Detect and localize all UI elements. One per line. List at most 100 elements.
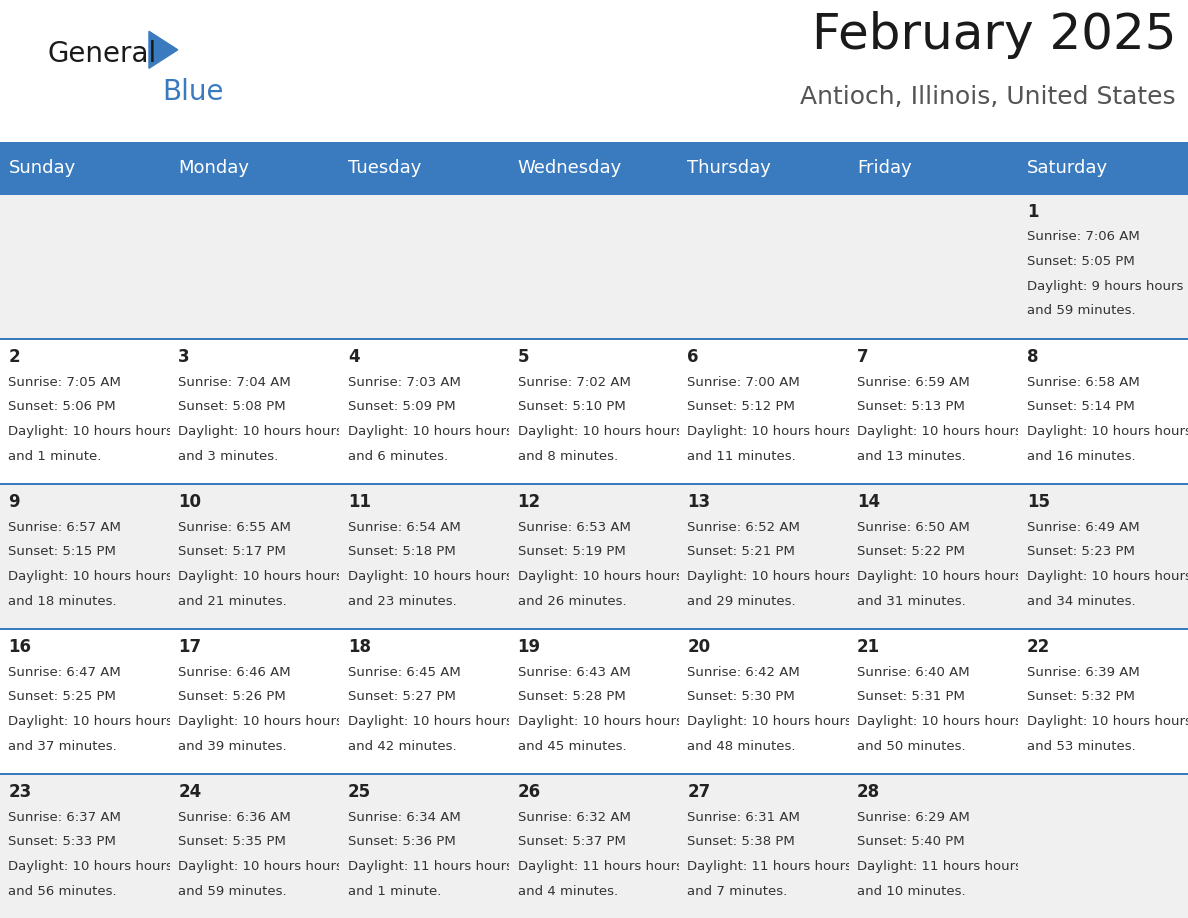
Text: Daylight: 10 hours hours: Daylight: 10 hours hours <box>178 715 343 728</box>
Text: and 31 minutes.: and 31 minutes. <box>857 595 966 608</box>
Text: Sunrise: 7:06 AM: Sunrise: 7:06 AM <box>1026 230 1139 243</box>
Bar <box>340 628 510 630</box>
Text: and 13 minutes.: and 13 minutes. <box>857 450 966 463</box>
Bar <box>0 338 170 340</box>
Text: Sunrise: 6:45 AM: Sunrise: 6:45 AM <box>348 666 461 678</box>
Text: Sunrise: 6:36 AM: Sunrise: 6:36 AM <box>178 811 291 823</box>
Text: Daylight: 10 hours hours: Daylight: 10 hours hours <box>8 570 173 583</box>
Text: and 4 minutes.: and 4 minutes. <box>518 885 618 898</box>
Text: Daylight: 10 hours hours: Daylight: 10 hours hours <box>688 715 852 728</box>
Text: and 59 minutes.: and 59 minutes. <box>178 885 286 898</box>
Text: Sunrise: 6:31 AM: Sunrise: 6:31 AM <box>688 811 801 823</box>
Bar <box>1018 193 1188 195</box>
Text: Sunset: 5:27 PM: Sunset: 5:27 PM <box>348 690 456 703</box>
Text: and 7 minutes.: and 7 minutes. <box>688 885 788 898</box>
Bar <box>848 338 1018 340</box>
Text: Sunset: 5:33 PM: Sunset: 5:33 PM <box>8 835 116 848</box>
Text: Sunrise: 6:37 AM: Sunrise: 6:37 AM <box>8 811 121 823</box>
Bar <box>510 483 678 485</box>
Text: Daylight: 10 hours hours: Daylight: 10 hours hours <box>1026 425 1188 438</box>
Text: Daylight: 10 hours hours: Daylight: 10 hours hours <box>8 860 173 873</box>
Bar <box>848 483 1018 485</box>
Text: Daylight: 10 hours hours: Daylight: 10 hours hours <box>688 425 852 438</box>
Text: 27: 27 <box>688 783 710 801</box>
Text: Daylight: 10 hours hours: Daylight: 10 hours hours <box>178 860 343 873</box>
Text: Sunrise: 7:05 AM: Sunrise: 7:05 AM <box>8 375 121 388</box>
Text: Sunrise: 6:39 AM: Sunrise: 6:39 AM <box>1026 666 1139 678</box>
Text: Sunset: 5:06 PM: Sunset: 5:06 PM <box>8 400 116 413</box>
Text: Daylight: 10 hours hours: Daylight: 10 hours hours <box>348 570 513 583</box>
Text: 10: 10 <box>178 493 201 511</box>
Text: Sunset: 5:12 PM: Sunset: 5:12 PM <box>688 400 795 413</box>
Text: Daylight: 10 hours hours: Daylight: 10 hours hours <box>857 425 1022 438</box>
Text: Monday: Monday <box>178 159 249 176</box>
Text: Sunset: 5:32 PM: Sunset: 5:32 PM <box>1026 690 1135 703</box>
Text: and 16 minutes.: and 16 minutes. <box>1026 450 1136 463</box>
Text: Sunrise: 6:46 AM: Sunrise: 6:46 AM <box>178 666 291 678</box>
Text: and 59 minutes.: and 59 minutes. <box>1026 305 1136 318</box>
Text: Sunset: 5:10 PM: Sunset: 5:10 PM <box>518 400 625 413</box>
Bar <box>340 773 510 775</box>
Text: Daylight: 9 hours hours: Daylight: 9 hours hours <box>1026 280 1183 293</box>
Text: Daylight: 10 hours hours: Daylight: 10 hours hours <box>8 425 173 438</box>
Bar <box>170 193 340 195</box>
Text: Daylight: 10 hours hours: Daylight: 10 hours hours <box>857 715 1022 728</box>
Text: Sunrise: 6:49 AM: Sunrise: 6:49 AM <box>1026 521 1139 533</box>
Text: and 10 minutes.: and 10 minutes. <box>857 885 966 898</box>
Text: Sunset: 5:35 PM: Sunset: 5:35 PM <box>178 835 286 848</box>
Text: 15: 15 <box>1026 493 1050 511</box>
Text: and 18 minutes.: and 18 minutes. <box>8 595 118 608</box>
Text: Sunset: 5:14 PM: Sunset: 5:14 PM <box>1026 400 1135 413</box>
Text: 12: 12 <box>518 493 541 511</box>
Text: Sunset: 5:26 PM: Sunset: 5:26 PM <box>178 690 286 703</box>
Text: Sunrise: 6:42 AM: Sunrise: 6:42 AM <box>688 666 800 678</box>
Text: Daylight: 10 hours hours: Daylight: 10 hours hours <box>178 570 343 583</box>
Text: 4: 4 <box>348 348 360 366</box>
Bar <box>0 628 170 630</box>
Text: and 37 minutes.: and 37 minutes. <box>8 740 118 753</box>
Text: Daylight: 10 hours hours: Daylight: 10 hours hours <box>1026 715 1188 728</box>
Text: Daylight: 11 hours hours: Daylight: 11 hours hours <box>857 860 1022 873</box>
Text: and 1 minute.: and 1 minute. <box>348 885 441 898</box>
Text: Wednesday: Wednesday <box>518 159 621 176</box>
Text: Sunrise: 6:59 AM: Sunrise: 6:59 AM <box>857 375 969 388</box>
Text: Daylight: 10 hours hours: Daylight: 10 hours hours <box>688 570 852 583</box>
Text: Sunrise: 6:53 AM: Sunrise: 6:53 AM <box>518 521 631 533</box>
Text: and 11 minutes.: and 11 minutes. <box>688 450 796 463</box>
Text: Sunset: 5:22 PM: Sunset: 5:22 PM <box>857 545 965 558</box>
Text: 25: 25 <box>348 783 371 801</box>
Text: General: General <box>48 40 157 68</box>
Text: and 45 minutes.: and 45 minutes. <box>518 740 626 753</box>
Text: and 8 minutes.: and 8 minutes. <box>518 450 618 463</box>
Text: Sunrise: 6:54 AM: Sunrise: 6:54 AM <box>348 521 461 533</box>
Text: Sunrise: 6:40 AM: Sunrise: 6:40 AM <box>857 666 969 678</box>
Text: Daylight: 10 hours hours: Daylight: 10 hours hours <box>1026 570 1188 583</box>
Text: and 34 minutes.: and 34 minutes. <box>1026 595 1136 608</box>
Bar <box>510 628 678 630</box>
Text: Sunset: 5:37 PM: Sunset: 5:37 PM <box>518 835 626 848</box>
Text: Daylight: 11 hours hours: Daylight: 11 hours hours <box>518 860 683 873</box>
Text: Sunset: 5:36 PM: Sunset: 5:36 PM <box>348 835 456 848</box>
Bar <box>1018 338 1188 340</box>
Text: 26: 26 <box>518 783 541 801</box>
Bar <box>678 628 848 630</box>
Text: Sunrise: 6:47 AM: Sunrise: 6:47 AM <box>8 666 121 678</box>
Text: Sunset: 5:30 PM: Sunset: 5:30 PM <box>688 690 795 703</box>
Text: Sunset: 5:31 PM: Sunset: 5:31 PM <box>857 690 965 703</box>
Bar <box>170 338 340 340</box>
Bar <box>0 483 170 485</box>
Bar <box>340 483 510 485</box>
Text: Sunset: 5:08 PM: Sunset: 5:08 PM <box>178 400 286 413</box>
Text: and 21 minutes.: and 21 minutes. <box>178 595 287 608</box>
Bar <box>1018 483 1188 485</box>
Text: 19: 19 <box>518 638 541 656</box>
Bar <box>510 338 678 340</box>
Text: Sunrise: 6:32 AM: Sunrise: 6:32 AM <box>518 811 631 823</box>
Text: Sunset: 5:13 PM: Sunset: 5:13 PM <box>857 400 965 413</box>
Text: 28: 28 <box>857 783 880 801</box>
Text: Sunrise: 6:52 AM: Sunrise: 6:52 AM <box>688 521 801 533</box>
Bar <box>678 773 848 775</box>
Text: and 6 minutes.: and 6 minutes. <box>348 450 448 463</box>
Text: 13: 13 <box>688 493 710 511</box>
Bar <box>848 773 1018 775</box>
